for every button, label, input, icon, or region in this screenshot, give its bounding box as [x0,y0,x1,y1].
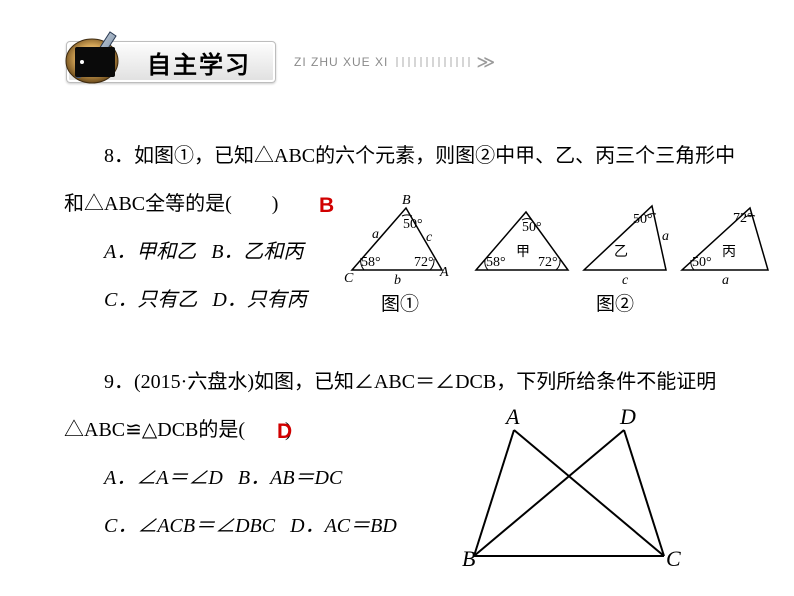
svg-text:50°: 50° [403,217,423,232]
svg-text:50°: 50° [692,255,712,270]
svg-text:丙: 丙 [722,245,736,260]
svg-text:50°: 50° [633,212,653,227]
svg-text:甲: 甲 [516,245,530,260]
q8-answer: B [319,181,334,231]
header: 自主学习 ZI ZHU XUE XI ≫ [66,30,496,94]
svg-text:a: a [372,227,379,242]
svg-text:72°: 72° [733,211,753,226]
q8-optA: A．甲和乙 [104,241,196,263]
q9-optD: D．AC＝BD [290,515,397,537]
black-band [75,47,115,77]
content: 8．如图①，已知△ABC的六个元素，则图②中甲、乙、丙三个三角形中和△ABC全等… [64,120,746,550]
q9-optB: B．AB＝DC [238,467,342,489]
ribbon-dots-icon [396,57,470,67]
svg-text:a: a [662,229,669,244]
banner: 自主学习 ZI ZHU XUE XI ≫ [66,42,496,82]
svg-text:B: B [402,193,411,208]
fig1-label: 图① [344,292,456,319]
q9-answer: D [277,407,292,457]
arrow-icon: ≫ [476,52,496,73]
fig2-label: 图② [456,292,774,319]
svg-text:58°: 58° [486,255,506,270]
q9-figure: A D B C [444,406,694,566]
q9-optA: A．∠A＝∠D [104,467,223,489]
banner-pinyin: ZI ZHU XUE XI ≫ [294,52,496,73]
svg-text:c: c [426,230,433,245]
q8-optC: C．只有乙 [104,289,197,311]
svg-text:a: a [722,273,729,288]
svg-text:乙: 乙 [614,244,628,260]
q8-figures: 50° 58° 72° a c b A B C 50° 5 [344,178,774,319]
svg-text:50°: 50° [522,220,542,235]
svg-text:C: C [344,271,354,286]
pinyin-text: ZI ZHU XUE XI [294,55,388,69]
question-9: 9．(2015·六盘水)如图，已知∠ABC＝∠DCB，下列所给条件不能证明△AB… [64,358,746,550]
svg-text:A: A [504,406,520,429]
svg-text:72°: 72° [538,255,558,270]
svg-text:c: c [622,273,629,288]
svg-text:72°: 72° [414,255,434,270]
svg-text:b: b [394,273,401,288]
q9-optC: C．∠ACB＝∠DBC [104,515,275,537]
q8-optD: D．只有丙 [212,289,306,311]
svg-text:C: C [666,546,681,566]
q8-optB: B．乙和丙 [211,241,303,263]
svg-text:D: D [619,406,636,429]
question-8: 8．如图①，已知△ABC的六个元素，则图②中甲、乙、丙三个三角形中和△ABC全等… [64,132,746,324]
banner-bar: 自主学习 [66,41,276,83]
banner-title: 自主学习 [147,45,251,80]
svg-text:58°: 58° [361,255,381,270]
svg-text:A: A [439,265,449,280]
svg-text:B: B [462,546,475,566]
